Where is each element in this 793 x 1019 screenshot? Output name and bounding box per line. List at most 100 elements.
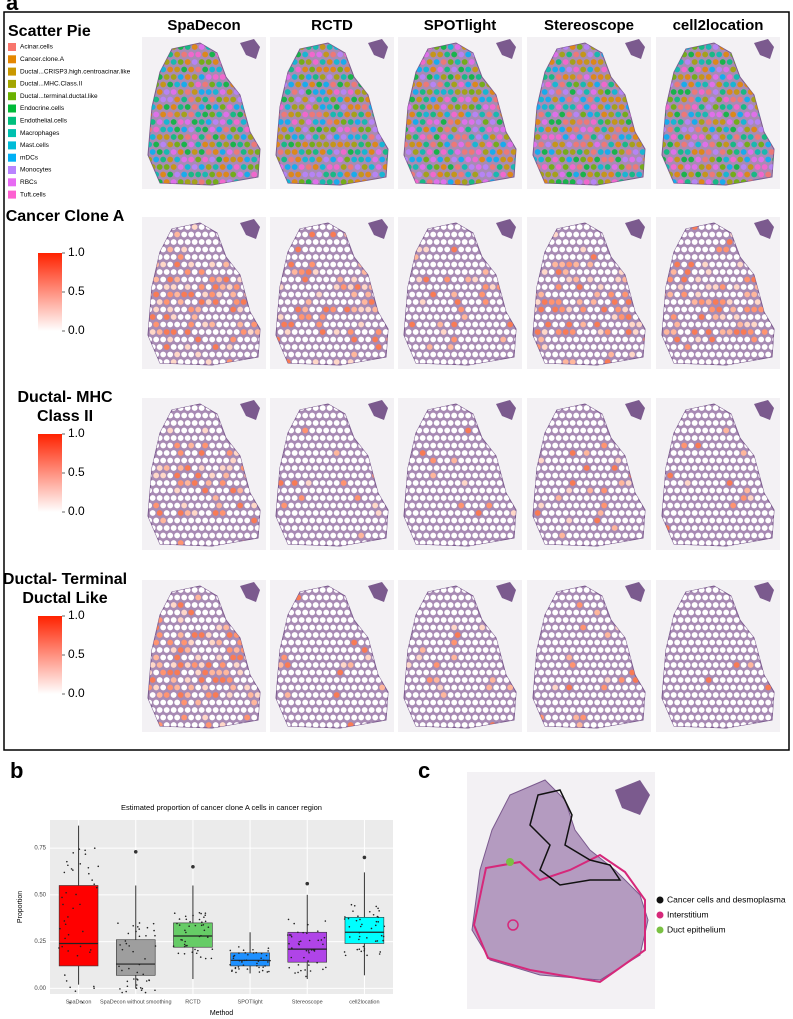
spot (670, 480, 677, 486)
spot (569, 164, 576, 170)
spot (698, 269, 705, 275)
spot (177, 617, 184, 623)
spot (458, 231, 465, 238)
spot (198, 510, 205, 516)
spot (465, 126, 472, 133)
spot (705, 435, 712, 441)
spot (302, 66, 309, 73)
spot (472, 351, 479, 358)
spot (344, 321, 351, 328)
spot (465, 51, 472, 58)
spot (562, 465, 569, 471)
spot (237, 141, 244, 148)
spot (587, 502, 594, 509)
spot (170, 525, 177, 531)
spot (670, 525, 677, 531)
spot (281, 457, 288, 464)
spot (177, 164, 184, 170)
spot (174, 502, 181, 509)
spot (765, 321, 772, 328)
spot (674, 321, 681, 328)
spot (691, 525, 698, 531)
spot (223, 81, 230, 88)
spot (486, 291, 493, 298)
spot (316, 246, 323, 253)
spot (723, 427, 730, 434)
spot (555, 74, 562, 80)
spot (601, 457, 608, 464)
spot (562, 119, 569, 125)
spot (716, 246, 723, 253)
spot (458, 487, 465, 494)
tissue-fragment (368, 219, 388, 239)
spot (716, 231, 723, 238)
spot (486, 487, 493, 494)
spot (541, 149, 548, 155)
spot (538, 457, 545, 464)
spot (344, 502, 351, 509)
spot (594, 442, 601, 449)
spot (608, 156, 615, 163)
spot (419, 299, 426, 305)
spot (681, 306, 688, 313)
spot (472, 96, 479, 103)
spot (181, 321, 188, 328)
spot (440, 74, 447, 80)
spot (548, 525, 555, 531)
spot (219, 662, 226, 668)
spot (160, 306, 167, 313)
spot (305, 510, 312, 516)
legend-label: Macrophages (20, 130, 60, 137)
spot (153, 276, 160, 283)
spot (198, 164, 205, 170)
spot (344, 111, 351, 118)
spot (333, 450, 340, 456)
spot (597, 359, 604, 365)
spot (167, 291, 174, 298)
spot (754, 314, 761, 320)
spot (688, 246, 695, 253)
spot (198, 314, 205, 320)
spot (177, 89, 184, 95)
spot (493, 306, 500, 313)
spot (181, 412, 188, 419)
spot (674, 442, 681, 449)
spot (486, 457, 493, 464)
spot (632, 510, 639, 516)
spot (337, 427, 344, 434)
spot (333, 525, 340, 531)
spot (305, 239, 312, 245)
spot (569, 239, 576, 245)
spot (219, 450, 226, 456)
spot (716, 412, 723, 419)
spot (548, 344, 555, 350)
spot (583, 74, 590, 80)
spot (423, 442, 430, 449)
spot (555, 450, 562, 456)
spot (181, 502, 188, 509)
spot (507, 517, 514, 524)
spot (533, 321, 538, 328)
spot (566, 532, 573, 539)
spot (555, 299, 562, 305)
spot (475, 525, 482, 531)
spot (184, 179, 191, 185)
spot (534, 495, 541, 501)
spot (412, 284, 419, 290)
spot (719, 495, 726, 501)
spot (309, 111, 316, 118)
spot (354, 284, 361, 290)
spot (153, 517, 160, 524)
spot (244, 156, 251, 163)
spot (430, 261, 437, 268)
spot (153, 291, 160, 298)
spot (688, 336, 695, 343)
spot (323, 472, 330, 479)
spot (716, 66, 723, 73)
spot (726, 74, 733, 80)
spot (326, 510, 333, 516)
spot (709, 336, 716, 343)
spot (302, 156, 309, 163)
spot (688, 66, 695, 73)
